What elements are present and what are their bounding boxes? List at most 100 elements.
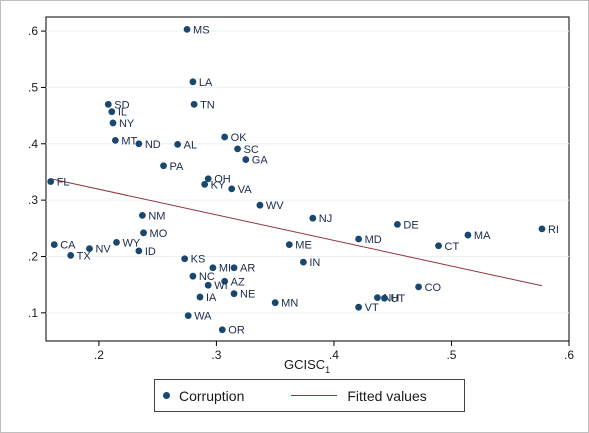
data-point-in: IN: [299, 257, 320, 269]
data-point-fl: FL: [47, 177, 70, 189]
point-marker: [138, 211, 146, 219]
y-tick-label: .5: [28, 80, 38, 94]
x-axis: .2 .3 .4 .5 .6: [94, 341, 574, 362]
point-marker: [204, 281, 212, 289]
data-point-ma: MA: [464, 230, 491, 242]
point-label: ND: [145, 139, 161, 151]
point-marker: [50, 241, 58, 249]
data-point-nc: NC: [189, 271, 215, 283]
point-marker: [183, 25, 191, 33]
point-label: MO: [150, 228, 168, 240]
point-marker: [221, 133, 229, 141]
point-label: KY: [211, 179, 226, 191]
point-marker: [204, 175, 212, 183]
legend-label-fitted-values: Fitted values: [347, 387, 427, 404]
data-point-pa: PA: [160, 161, 184, 173]
point-label: CA: [60, 240, 76, 252]
point-label: AR: [240, 263, 255, 275]
fitted-line-layer: [50, 178, 543, 287]
point-label: MS: [193, 24, 210, 36]
point-marker: [355, 303, 363, 311]
point-label: TN: [200, 99, 215, 111]
data-point-ri: RI: [538, 224, 559, 236]
point-marker: [271, 299, 279, 307]
point-marker: [285, 241, 293, 249]
point-label: WI: [214, 280, 227, 292]
point-label: SC: [244, 144, 259, 156]
point-marker: [218, 326, 226, 334]
x-axis-title-subscript: 1: [325, 365, 330, 375]
point-label: KS: [191, 254, 206, 266]
plot-area: [45, 16, 570, 342]
point-label: SD: [114, 99, 129, 111]
x-axis-title-main: GCISC: [284, 357, 325, 372]
point-label: NH: [383, 293, 399, 305]
point-marker: [355, 235, 363, 243]
point-marker: [256, 201, 264, 209]
point-label: IN: [309, 257, 320, 269]
x-tick-label: .3: [211, 348, 221, 362]
point-label: VA: [238, 184, 253, 196]
point-label: WA: [194, 311, 212, 323]
point-label: NV: [95, 244, 111, 256]
x-tick-label: .4: [329, 348, 339, 362]
point-marker: [135, 140, 143, 148]
data-point-or: OR: [218, 325, 245, 337]
point-marker: [104, 100, 112, 108]
point-label: ID: [145, 246, 156, 258]
data-point-ga: GA: [242, 155, 268, 167]
data-point-mo: MO: [140, 228, 168, 240]
y-tick-label: .2: [28, 249, 38, 263]
point-marker: [108, 108, 116, 116]
point-label: VT: [365, 302, 379, 314]
point-label: WY: [123, 237, 141, 249]
data-point-tn: TN: [190, 99, 215, 111]
point-marker: [394, 220, 401, 228]
data-point-wy: WY: [113, 237, 141, 249]
data-point-me: ME: [285, 240, 312, 252]
data-point-ut: UT: [381, 293, 405, 305]
point-marker: [174, 140, 182, 148]
point-marker: [140, 229, 147, 237]
point-label: MD: [365, 234, 382, 246]
legend-item-corruption: Corruption: [155, 388, 244, 404]
point-marker: [415, 283, 422, 291]
data-point-mn: MN: [271, 298, 298, 310]
point-label: NY: [119, 118, 135, 130]
point-label: LA: [199, 77, 213, 89]
point-label: RI: [548, 224, 559, 236]
point-label: TX: [77, 250, 92, 262]
point-label: NC: [199, 271, 215, 283]
data-point-nd: ND: [135, 139, 161, 151]
point-label: DE: [403, 219, 418, 231]
point-marker: [234, 145, 241, 153]
legend-line-icon: [291, 395, 338, 396]
data-point-va: VA: [228, 184, 252, 196]
data-point-co: CO: [415, 282, 442, 294]
data-point-az: AZ: [221, 276, 245, 288]
point-marker: [196, 293, 204, 301]
point-marker: [374, 294, 381, 302]
point-label: GA: [252, 155, 269, 167]
x-tick-label: .2: [94, 348, 104, 362]
point-label: CO: [425, 282, 442, 294]
y-tick-label: .6: [28, 24, 38, 38]
y-tick-label: .1: [28, 306, 38, 320]
data-point-ct: CT: [435, 241, 459, 253]
point-label: OK: [231, 132, 248, 144]
data-point-nj: NJ: [309, 213, 332, 225]
point-marker: [381, 294, 388, 302]
data-point-id: ID: [135, 246, 156, 258]
y-tick-label: .4: [28, 137, 38, 151]
data-point-tx: TX: [67, 250, 91, 262]
point-label: MN: [281, 298, 298, 310]
point-marker: [464, 231, 472, 239]
point-label: MT: [121, 135, 137, 147]
point-marker: [135, 247, 143, 255]
data-point-wa: WA: [184, 311, 212, 323]
point-marker: [184, 312, 192, 320]
data-point-ca: CA: [50, 240, 76, 252]
point-marker: [435, 242, 442, 250]
